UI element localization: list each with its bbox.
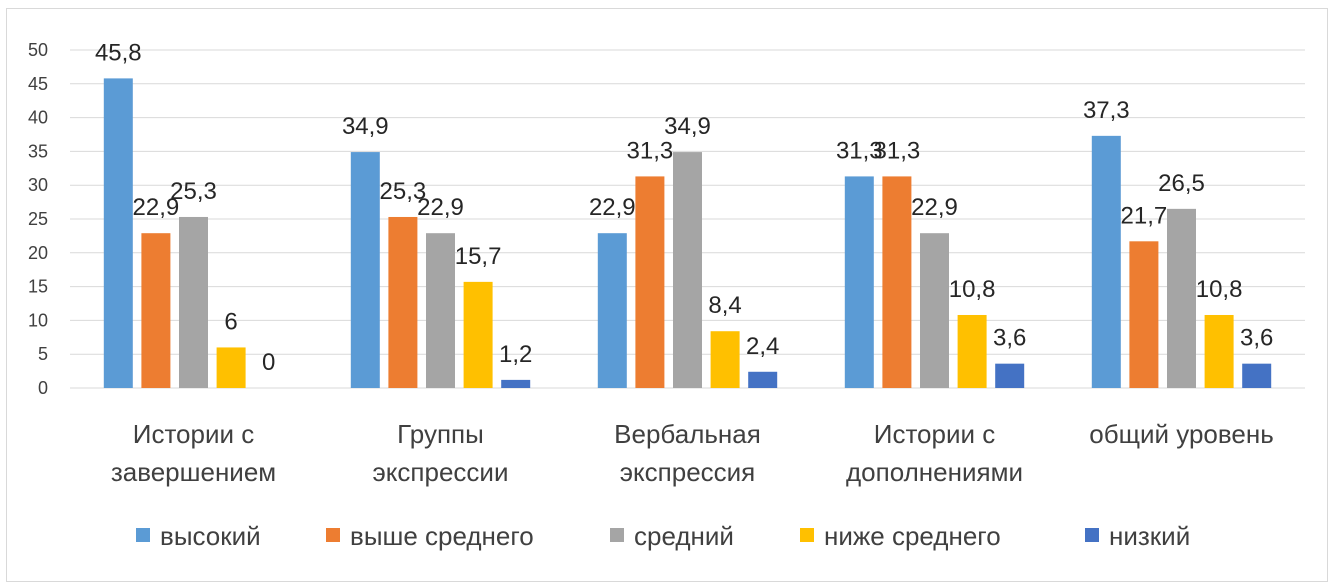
data-label: 15,7 bbox=[455, 243, 502, 270]
data-label: 22,9 bbox=[589, 194, 636, 221]
bar-высокий bbox=[597, 233, 627, 388]
data-label: 21,7 bbox=[1121, 202, 1168, 229]
bar-средний bbox=[920, 233, 949, 388]
bar-ниже-среднего bbox=[957, 314, 987, 388]
y-tick-label: 35 bbox=[28, 141, 48, 161]
bar-выше-среднего bbox=[388, 216, 418, 388]
data-label: 25,3 bbox=[170, 178, 217, 205]
data-label: 2,4 bbox=[746, 333, 779, 360]
y-tick-label: 30 bbox=[28, 175, 48, 195]
data-label: 31,3 bbox=[836, 137, 883, 164]
bar-средний bbox=[1167, 208, 1196, 388]
bar-низкий bbox=[501, 379, 531, 388]
data-label: 8,4 bbox=[708, 292, 741, 319]
y-tick-label: 5 bbox=[38, 344, 48, 364]
data-label: 31,3 bbox=[874, 137, 921, 164]
legend-label: ниже среднего bbox=[824, 521, 1001, 551]
bar-выше-среднего bbox=[1129, 241, 1159, 388]
bar-высокий bbox=[103, 78, 133, 388]
data-label: 3,6 bbox=[993, 325, 1026, 352]
y-tick-label: 40 bbox=[28, 108, 48, 128]
bar-ниже-среднего bbox=[1204, 314, 1234, 388]
data-label: 26,5 bbox=[1158, 170, 1205, 197]
y-tick-label: 10 bbox=[28, 310, 48, 330]
bar-выше-среднего bbox=[882, 176, 912, 388]
bar-ниже-среднего bbox=[216, 347, 246, 388]
y-tick-label: 15 bbox=[28, 277, 48, 297]
data-label: 37,3 bbox=[1083, 97, 1130, 124]
data-label: 34,9 bbox=[342, 113, 389, 140]
bar-высокий bbox=[844, 176, 874, 388]
bar-низкий bbox=[1242, 363, 1272, 388]
data-label: 0 bbox=[262, 349, 275, 376]
bar-низкий bbox=[995, 363, 1025, 388]
category-label: Группы bbox=[397, 419, 484, 449]
legend-label: средний bbox=[634, 521, 734, 551]
category-label: общий уровень bbox=[1089, 419, 1274, 449]
legend-swatch bbox=[136, 528, 150, 542]
data-label: 45,8 bbox=[95, 39, 142, 66]
category-label: экспрессия bbox=[620, 457, 756, 487]
data-label: 6 bbox=[224, 308, 237, 335]
category-label: Вербальная bbox=[614, 419, 761, 449]
bar-высокий bbox=[1091, 135, 1121, 388]
data-label: 22,9 bbox=[133, 194, 180, 221]
legend-swatch bbox=[326, 528, 340, 542]
bar-средний bbox=[179, 216, 208, 388]
legend-swatch bbox=[800, 528, 814, 542]
bar-средний bbox=[673, 152, 702, 388]
y-tick-label: 50 bbox=[28, 40, 48, 60]
bar-ниже-среднего bbox=[463, 281, 493, 388]
data-label: 1,2 bbox=[499, 341, 532, 368]
bar-высокий bbox=[350, 152, 380, 388]
category-label: Истории с bbox=[133, 419, 255, 449]
data-label: 25,3 bbox=[380, 178, 427, 205]
legend-label: низкий bbox=[1109, 521, 1190, 551]
y-tick-label: 25 bbox=[28, 209, 48, 229]
bar-выше-среднего bbox=[635, 176, 665, 388]
bar-средний bbox=[426, 233, 455, 388]
data-label: 31,3 bbox=[627, 137, 674, 164]
data-label: 3,6 bbox=[1240, 325, 1273, 352]
y-tick-label: 0 bbox=[38, 378, 48, 398]
data-label: 10,8 bbox=[949, 276, 996, 303]
category-label: дополнениями bbox=[846, 457, 1023, 487]
category-label: завершением bbox=[111, 457, 276, 487]
legend-swatch bbox=[610, 528, 624, 542]
category-label: Истории с bbox=[874, 419, 996, 449]
data-label: 10,8 bbox=[1196, 276, 1243, 303]
data-label: 34,9 bbox=[664, 113, 711, 140]
legend-label: высокий bbox=[160, 521, 261, 551]
category-label: экспрессии bbox=[373, 457, 509, 487]
bar-ниже-среднего bbox=[710, 331, 740, 388]
data-label: 22,9 bbox=[911, 194, 958, 221]
y-tick-label: 20 bbox=[28, 243, 48, 263]
legend-label: выше среднего bbox=[350, 521, 534, 551]
bar-выше-среднего bbox=[141, 233, 171, 388]
bar-низкий bbox=[748, 371, 778, 388]
legend-swatch bbox=[1085, 528, 1099, 542]
y-tick-label: 45 bbox=[28, 74, 48, 94]
data-label: 22,9 bbox=[417, 194, 464, 221]
